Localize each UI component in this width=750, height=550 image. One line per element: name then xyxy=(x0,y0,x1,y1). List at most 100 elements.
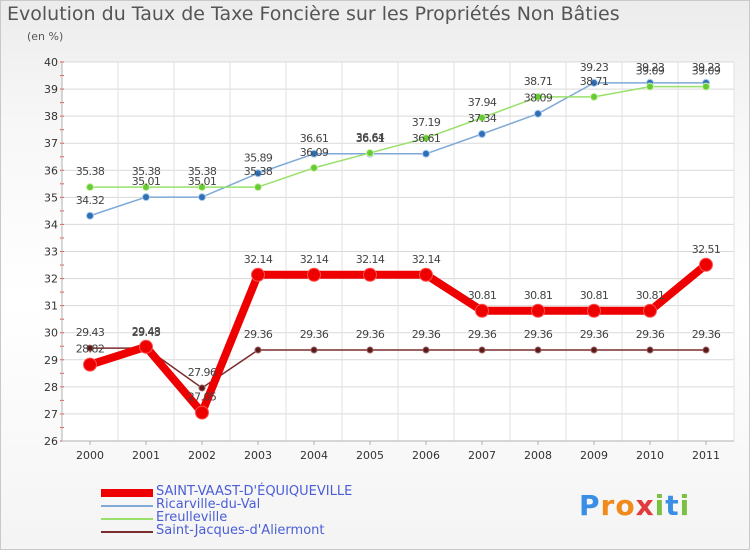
data-point-3 xyxy=(478,346,486,354)
data-label-2: 37.19 xyxy=(412,116,441,129)
data-label-3: 29.36 xyxy=(356,328,385,341)
y-tick-label: 34 xyxy=(44,218,58,231)
data-point-1 xyxy=(310,149,318,158)
data-label-1: 35.01 xyxy=(132,175,161,188)
data-label-2: 36.09 xyxy=(300,146,329,159)
x-tick-label: 2002 xyxy=(188,449,216,462)
data-point-3 xyxy=(422,346,430,354)
logo-letter: r xyxy=(600,489,616,522)
logo-letter: i xyxy=(654,489,666,522)
data-point-2 xyxy=(310,163,318,172)
data-label-3: 29.36 xyxy=(300,328,329,341)
data-point-2 xyxy=(702,82,710,91)
data-label-2: 37.94 xyxy=(468,96,497,109)
data-point-3 xyxy=(86,344,94,352)
data-label-1: 39.23 xyxy=(636,61,665,74)
data-point-0 xyxy=(251,267,265,282)
y-tick-label: 31 xyxy=(44,300,58,313)
data-label-2: 38.71 xyxy=(580,75,609,88)
data-label-1: 35.01 xyxy=(188,175,217,188)
x-tick-label: 2011 xyxy=(692,449,720,462)
data-point-0 xyxy=(419,267,433,282)
series-line-0 xyxy=(86,260,710,417)
data-label-1: 37.34 xyxy=(468,112,497,125)
logo-letter: P xyxy=(579,489,601,522)
data-point-3 xyxy=(366,346,374,354)
data-point-1 xyxy=(534,109,542,118)
y-tick-label: 38 xyxy=(44,110,58,123)
data-point-2 xyxy=(478,113,486,122)
data-point-2 xyxy=(366,148,374,157)
data-point-2 xyxy=(142,183,150,192)
logo-letter: o xyxy=(615,489,636,522)
x-tick-label: 2007 xyxy=(468,449,496,462)
data-label-1: 36.61 xyxy=(300,132,329,145)
x-tick-label: 2005 xyxy=(356,449,384,462)
data-label-2: 35.38 xyxy=(188,165,217,178)
legend-swatch-3 xyxy=(101,530,153,533)
y-tick-label: 37 xyxy=(44,137,58,150)
data-label-3: 27.96 xyxy=(188,366,217,379)
data-label-0: 32.14 xyxy=(300,253,329,266)
data-label-0: 27.05 xyxy=(188,391,217,404)
x-tick-label: 2010 xyxy=(636,449,664,462)
unit-label: (en %) xyxy=(27,30,64,43)
data-label-1: 39.23 xyxy=(580,61,609,74)
data-label-2: 36.64 xyxy=(356,131,385,144)
y-tick-label: 30 xyxy=(44,327,58,340)
legend-swatch-1 xyxy=(101,504,153,507)
data-point-2 xyxy=(86,183,94,192)
data-point-1 xyxy=(590,78,598,87)
y-tick-label: 27 xyxy=(44,408,58,421)
data-label-3: 29.36 xyxy=(580,328,609,341)
data-label-1: 39.23 xyxy=(692,61,721,74)
data-label-2: 35.38 xyxy=(244,165,273,178)
legend-swatch-2 xyxy=(101,517,153,520)
y-tick-label: 26 xyxy=(44,435,58,448)
data-point-3 xyxy=(254,346,262,354)
data-label-0: 29.48 xyxy=(132,325,161,338)
data-point-1 xyxy=(422,149,430,158)
data-label-0: 32.14 xyxy=(244,253,273,266)
y-tick-label: 35 xyxy=(44,191,58,204)
data-point-0 xyxy=(643,303,657,318)
data-point-1 xyxy=(86,211,94,220)
x-tick-label: 2008 xyxy=(524,449,552,462)
y-tick-label: 39 xyxy=(44,83,58,96)
data-point-0 xyxy=(83,357,97,372)
data-point-0 xyxy=(139,339,153,354)
data-label-0: 32.14 xyxy=(356,253,385,266)
data-point-3 xyxy=(646,346,654,354)
data-point-3 xyxy=(198,384,206,392)
data-label-0: 32.14 xyxy=(412,253,441,266)
y-tick-label: 32 xyxy=(44,273,58,286)
legend-label-3: Saint-Jacques-d'Aliermont xyxy=(156,523,325,538)
data-label-2: 39.09 xyxy=(636,65,665,78)
data-point-0 xyxy=(531,303,545,318)
data-label-1: 34.32 xyxy=(76,194,105,207)
logo-letter: t xyxy=(665,489,680,522)
x-tick-label: 2003 xyxy=(244,449,272,462)
data-point-3 xyxy=(310,346,318,354)
data-point-3 xyxy=(702,346,710,354)
x-tick-label: 2004 xyxy=(300,449,328,462)
data-point-1 xyxy=(478,130,486,139)
data-point-0 xyxy=(363,267,377,282)
data-label-2: 35.38 xyxy=(76,165,105,178)
proxiti-logo: Proxiti xyxy=(579,489,690,522)
x-tick-label: 2006 xyxy=(412,449,440,462)
series-line-3 xyxy=(89,347,707,389)
x-tick-label: 2009 xyxy=(580,449,608,462)
data-label-0: 30.81 xyxy=(524,289,553,302)
data-label-3: 29.36 xyxy=(524,328,553,341)
data-label-3: 29.36 xyxy=(412,328,441,341)
x-tick-label: 2000 xyxy=(76,449,104,462)
series-line-2 xyxy=(89,85,707,188)
y-tick-label: 28 xyxy=(44,381,58,394)
data-label-3: 29.43 xyxy=(132,326,161,339)
data-point-2 xyxy=(198,183,206,192)
data-point-1 xyxy=(254,169,262,178)
data-point-3 xyxy=(590,346,598,354)
data-point-2 xyxy=(646,82,654,91)
